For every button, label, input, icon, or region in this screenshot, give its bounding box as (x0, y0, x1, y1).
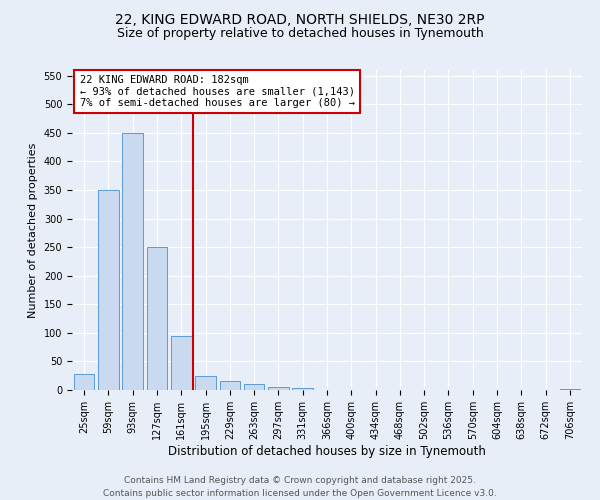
Bar (244, 384, 265, 390)
Y-axis label: Number of detached properties: Number of detached properties (28, 142, 38, 318)
Text: 22, KING EDWARD ROAD, NORTH SHIELDS, NE30 2RP: 22, KING EDWARD ROAD, NORTH SHIELDS, NE3… (115, 12, 485, 26)
Bar (146, 247, 167, 390)
Bar (98, 190, 119, 390)
Bar (220, 382, 240, 390)
Bar (171, 336, 191, 390)
Bar (268, 387, 289, 390)
Bar (195, 376, 216, 390)
Bar (122, 133, 143, 390)
Bar (560, 389, 580, 390)
X-axis label: Distribution of detached houses by size in Tynemouth: Distribution of detached houses by size … (168, 444, 486, 458)
Bar (74, 374, 94, 390)
Bar (292, 388, 313, 390)
Text: 22 KING EDWARD ROAD: 182sqm
← 93% of detached houses are smaller (1,143)
7% of s: 22 KING EDWARD ROAD: 182sqm ← 93% of det… (80, 75, 355, 108)
Text: Contains HM Land Registry data © Crown copyright and database right 2025.
Contai: Contains HM Land Registry data © Crown c… (103, 476, 497, 498)
Text: Size of property relative to detached houses in Tynemouth: Size of property relative to detached ho… (116, 28, 484, 40)
